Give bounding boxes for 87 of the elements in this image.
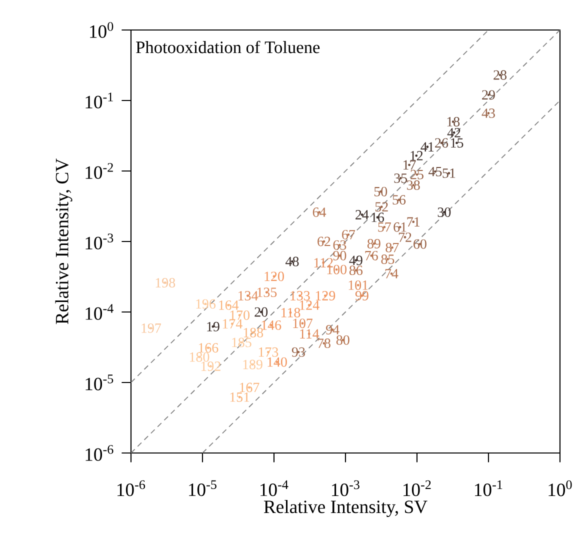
series-label: 134 (238, 291, 258, 300)
series-label: 86 (349, 266, 363, 276)
y-tick-label: 10$^{-4}$ (86, 304, 114, 320)
series-label: 62 (318, 236, 330, 246)
y-tick-label: 10$^{0}$ (90, 22, 114, 38)
series-label: 174 (222, 319, 242, 328)
series-label: 28 (494, 70, 506, 80)
series-label: 26 (435, 138, 448, 148)
x-tick-label: 10$^{-3}$ (332, 480, 360, 496)
y-tick-label: 10$^{-1}$ (86, 92, 113, 108)
series-label: 61 (394, 222, 406, 232)
series-label: 35 (394, 174, 408, 183)
y-axis-title: Relative Intensity, CV (55, 158, 72, 324)
series-label: 188 (244, 328, 264, 338)
x-tick-label: 10$^{-6}$ (118, 480, 146, 496)
series-label: 49 (349, 256, 362, 266)
series-label: 12 (410, 151, 423, 160)
series-label: 99 (355, 291, 368, 300)
series-label: 151 (230, 392, 250, 402)
series-label: 93 (292, 347, 305, 357)
series-label: 74 (385, 269, 398, 278)
series-label: 90 (333, 250, 346, 260)
y-tick-label: 10$^{-6}$ (86, 445, 114, 461)
series-label: 196 (196, 299, 216, 309)
series-label: 192 (201, 362, 220, 371)
series-label: 67 (342, 230, 356, 240)
series-label: 166 (198, 343, 218, 353)
series-label: 129 (316, 291, 336, 300)
series-label: 85 (381, 254, 394, 264)
series-label: 52 (375, 202, 388, 212)
series-label: 19 (207, 322, 220, 332)
y-tick-label: 10$^{-2}$ (86, 163, 113, 179)
series-label: 72 (398, 232, 412, 242)
x-tick-label: 10$^{-1}$ (475, 480, 502, 496)
series-label: 164 (219, 300, 239, 310)
y-tick-label: 10$^{-3}$ (86, 234, 114, 250)
x-tick-label: 10$^{-2}$ (404, 480, 431, 496)
series-label: 64 (312, 208, 326, 217)
series-label: 71 (407, 217, 420, 226)
series-label: 94 (326, 325, 340, 334)
series-label: 78 (318, 338, 330, 348)
series-label: 80 (336, 335, 350, 345)
series-label: 173 (258, 347, 278, 357)
series-label: 124 (300, 300, 320, 310)
series-label: 29 (482, 90, 495, 100)
x-tick-label: 10$^{-5}$ (189, 480, 216, 496)
chart-title: Photooxidation of Toluene (136, 40, 320, 54)
series-label: 87 (386, 242, 399, 252)
series-label: 24 (356, 210, 369, 220)
series-label: 38 (407, 180, 420, 190)
series-label: 42 (447, 128, 460, 138)
series-label: 180 (190, 352, 210, 362)
x-axis-title: Relative Intensity, SV (264, 500, 428, 518)
series-label: 48 (286, 256, 299, 266)
series-label: 114 (300, 329, 320, 338)
series-label: 57 (378, 222, 391, 232)
series-label: 135 (257, 288, 277, 298)
series-label: 189 (243, 360, 262, 370)
series-label: 167 (240, 382, 260, 392)
series-label: 198 (156, 278, 176, 288)
y-tick-label: 10$^{-5}$ (86, 374, 114, 390)
series-label: 20 (254, 307, 268, 317)
series-label: 15 (450, 138, 464, 148)
series-label: 197 (142, 323, 162, 333)
series-label: 51 (442, 168, 456, 178)
series-label: 41 (420, 142, 434, 152)
series-label: 60 (414, 239, 426, 249)
series-label: 43 (482, 108, 495, 118)
series-label: 133 (290, 291, 310, 300)
series-label: 45 (428, 166, 442, 176)
series-label: 17 (404, 160, 416, 170)
series-label: 120 (264, 272, 284, 282)
series-label: 25 (410, 170, 424, 180)
series-label: 146 (262, 320, 282, 330)
series-label: 50 (374, 186, 388, 196)
series-label: 56 (392, 195, 406, 205)
series-label: 76 (365, 250, 378, 260)
series-label: 101 (348, 280, 368, 290)
series-label: 140 (268, 357, 287, 367)
series-label: 18 (447, 116, 460, 126)
series-label: 16 (372, 212, 384, 222)
x-tick-label: 10$^{-4}$ (260, 480, 288, 496)
series-label: 89 (367, 238, 380, 248)
x-tick-label: 10$^{0}$ (548, 480, 572, 496)
series-label: 107 (293, 318, 313, 328)
series-label: 118 (281, 308, 300, 318)
series-label: 185 (232, 338, 252, 348)
